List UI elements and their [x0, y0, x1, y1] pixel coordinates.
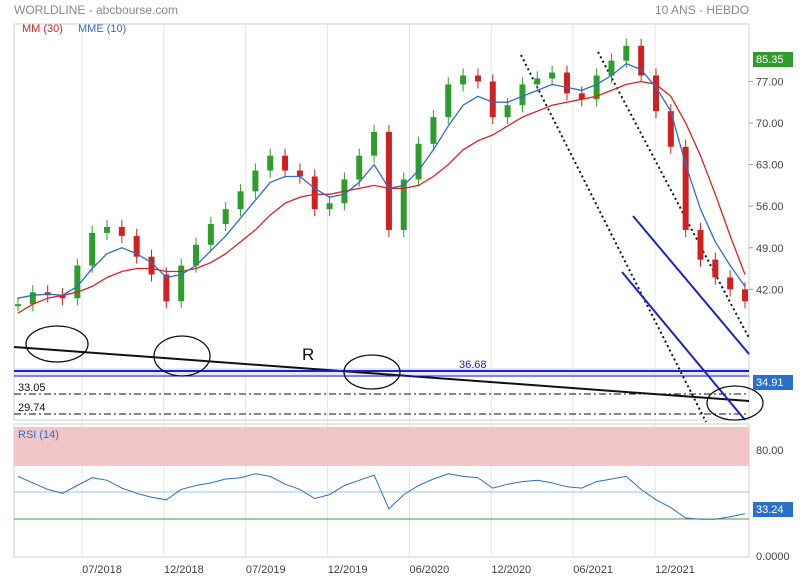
channel-blue-upper	[632, 215, 750, 355]
price-bar	[549, 72, 556, 79]
time-label: 12/2019	[328, 564, 368, 576]
highlight-ellipse-3	[343, 354, 401, 390]
price-bar	[430, 117, 437, 144]
price-bar	[296, 170, 303, 177]
long-term-trendline	[13, 346, 750, 402]
price-bar	[311, 176, 318, 210]
price-bar	[563, 72, 570, 94]
time-label: 12/2018	[164, 564, 204, 576]
price-panel	[13, 23, 750, 421]
mm-legend: MM (30)	[22, 23, 63, 35]
resistance-letter: R	[302, 345, 314, 364]
price-bar	[15, 304, 21, 307]
time-axis: 07/2018 12/2018 07/2019 12/2019 06/2020 12/20…	[82, 564, 695, 576]
price-bar	[504, 105, 511, 118]
price-bar	[74, 265, 81, 299]
time-label: 07/2018	[82, 564, 122, 576]
price-bar	[237, 191, 244, 210]
price-bar	[371, 131, 378, 156]
price-bar	[193, 244, 200, 266]
price-bar	[608, 60, 615, 76]
price-bar	[400, 179, 407, 230]
rsi-tick-80: 80.00	[756, 445, 784, 457]
rsi-overbought-zone	[14, 427, 749, 466]
time-label: 12/2020	[491, 564, 531, 576]
price-tick-label: 77.00	[756, 76, 784, 88]
rsi-last-badge	[753, 502, 793, 517]
time-label: 07/2019	[246, 564, 286, 576]
price-axis: 77.00 70.00 63.00 56.00 49.00 42.00	[749, 76, 784, 296]
price-bar	[742, 289, 748, 302]
price-bar	[104, 226, 111, 233]
price-bar	[623, 45, 630, 61]
support-level-label: 36.68	[459, 359, 487, 371]
level-1-label: 33.05	[18, 382, 46, 394]
highlight-ellipse-2	[153, 335, 211, 377]
channel-blue-lower	[621, 271, 746, 421]
price-bar	[252, 170, 259, 192]
price-bar	[89, 232, 96, 266]
price-bar	[148, 256, 155, 275]
highlight-ellipse-4	[706, 385, 764, 421]
time-label: 06/2021	[573, 564, 613, 576]
price-bar	[578, 93, 585, 100]
mm-30-line	[17, 80, 746, 314]
price-bar	[326, 203, 333, 210]
price-bar	[163, 274, 170, 302]
price-bar	[267, 155, 274, 171]
price-bar	[445, 84, 452, 118]
price-bar	[222, 209, 229, 224]
price-bar	[667, 111, 674, 147]
price-bar	[652, 75, 659, 112]
price-bar	[207, 224, 214, 245]
price-bar	[593, 75, 600, 100]
channel-dotted-lower	[520, 54, 707, 423]
last-price-value: 34.91	[756, 377, 784, 389]
price-bar	[133, 235, 140, 257]
price-bar	[118, 226, 125, 236]
price-bar	[727, 277, 734, 290]
price-tick-label: 49.00	[756, 243, 784, 255]
chart-period: 10 ANS - HEBDO	[655, 3, 749, 17]
price-bar	[474, 75, 481, 82]
last-high-value: 85.35	[756, 54, 784, 66]
price-bar	[534, 78, 541, 85]
rsi-label: RSI (14)	[18, 429, 59, 441]
time-label: 12/2021	[655, 564, 695, 576]
support-band	[14, 368, 749, 377]
price-tick-label: 63.00	[756, 160, 784, 172]
chart-title: WORLDLINE - abcbourse.com	[14, 3, 178, 17]
price-bar	[638, 45, 645, 76]
price-bar	[682, 146, 689, 230]
price-bar	[356, 155, 363, 180]
price-bar	[29, 292, 36, 305]
price-bar	[697, 229, 704, 260]
channel-dotted-upper	[597, 51, 750, 339]
rsi-tick-0: 0.0000	[756, 551, 790, 563]
price-bar	[282, 155, 289, 171]
mme-10-line	[17, 62, 746, 299]
price-bar	[489, 81, 496, 118]
price-bar	[385, 131, 392, 230]
price-tick-label: 42.00	[756, 284, 784, 296]
price-bar	[59, 295, 66, 299]
rsi-line	[17, 473, 746, 520]
price-bar	[178, 265, 185, 302]
price-tick-label: 70.00	[756, 118, 784, 130]
price-bar	[519, 84, 526, 106]
mme-legend: MME (10)	[78, 23, 126, 35]
price-bar	[460, 75, 467, 85]
level-2-label: 29.74	[18, 402, 46, 414]
price-tick-label: 56.00	[756, 201, 784, 213]
last-price-badge	[753, 375, 793, 390]
highlight-ellipse-1	[25, 325, 89, 363]
price-bar	[415, 143, 422, 180]
rsi-last-value: 33.24	[756, 504, 784, 516]
time-label: 06/2020	[410, 564, 450, 576]
price-bar	[712, 259, 719, 278]
last-high-badge	[753, 52, 793, 67]
